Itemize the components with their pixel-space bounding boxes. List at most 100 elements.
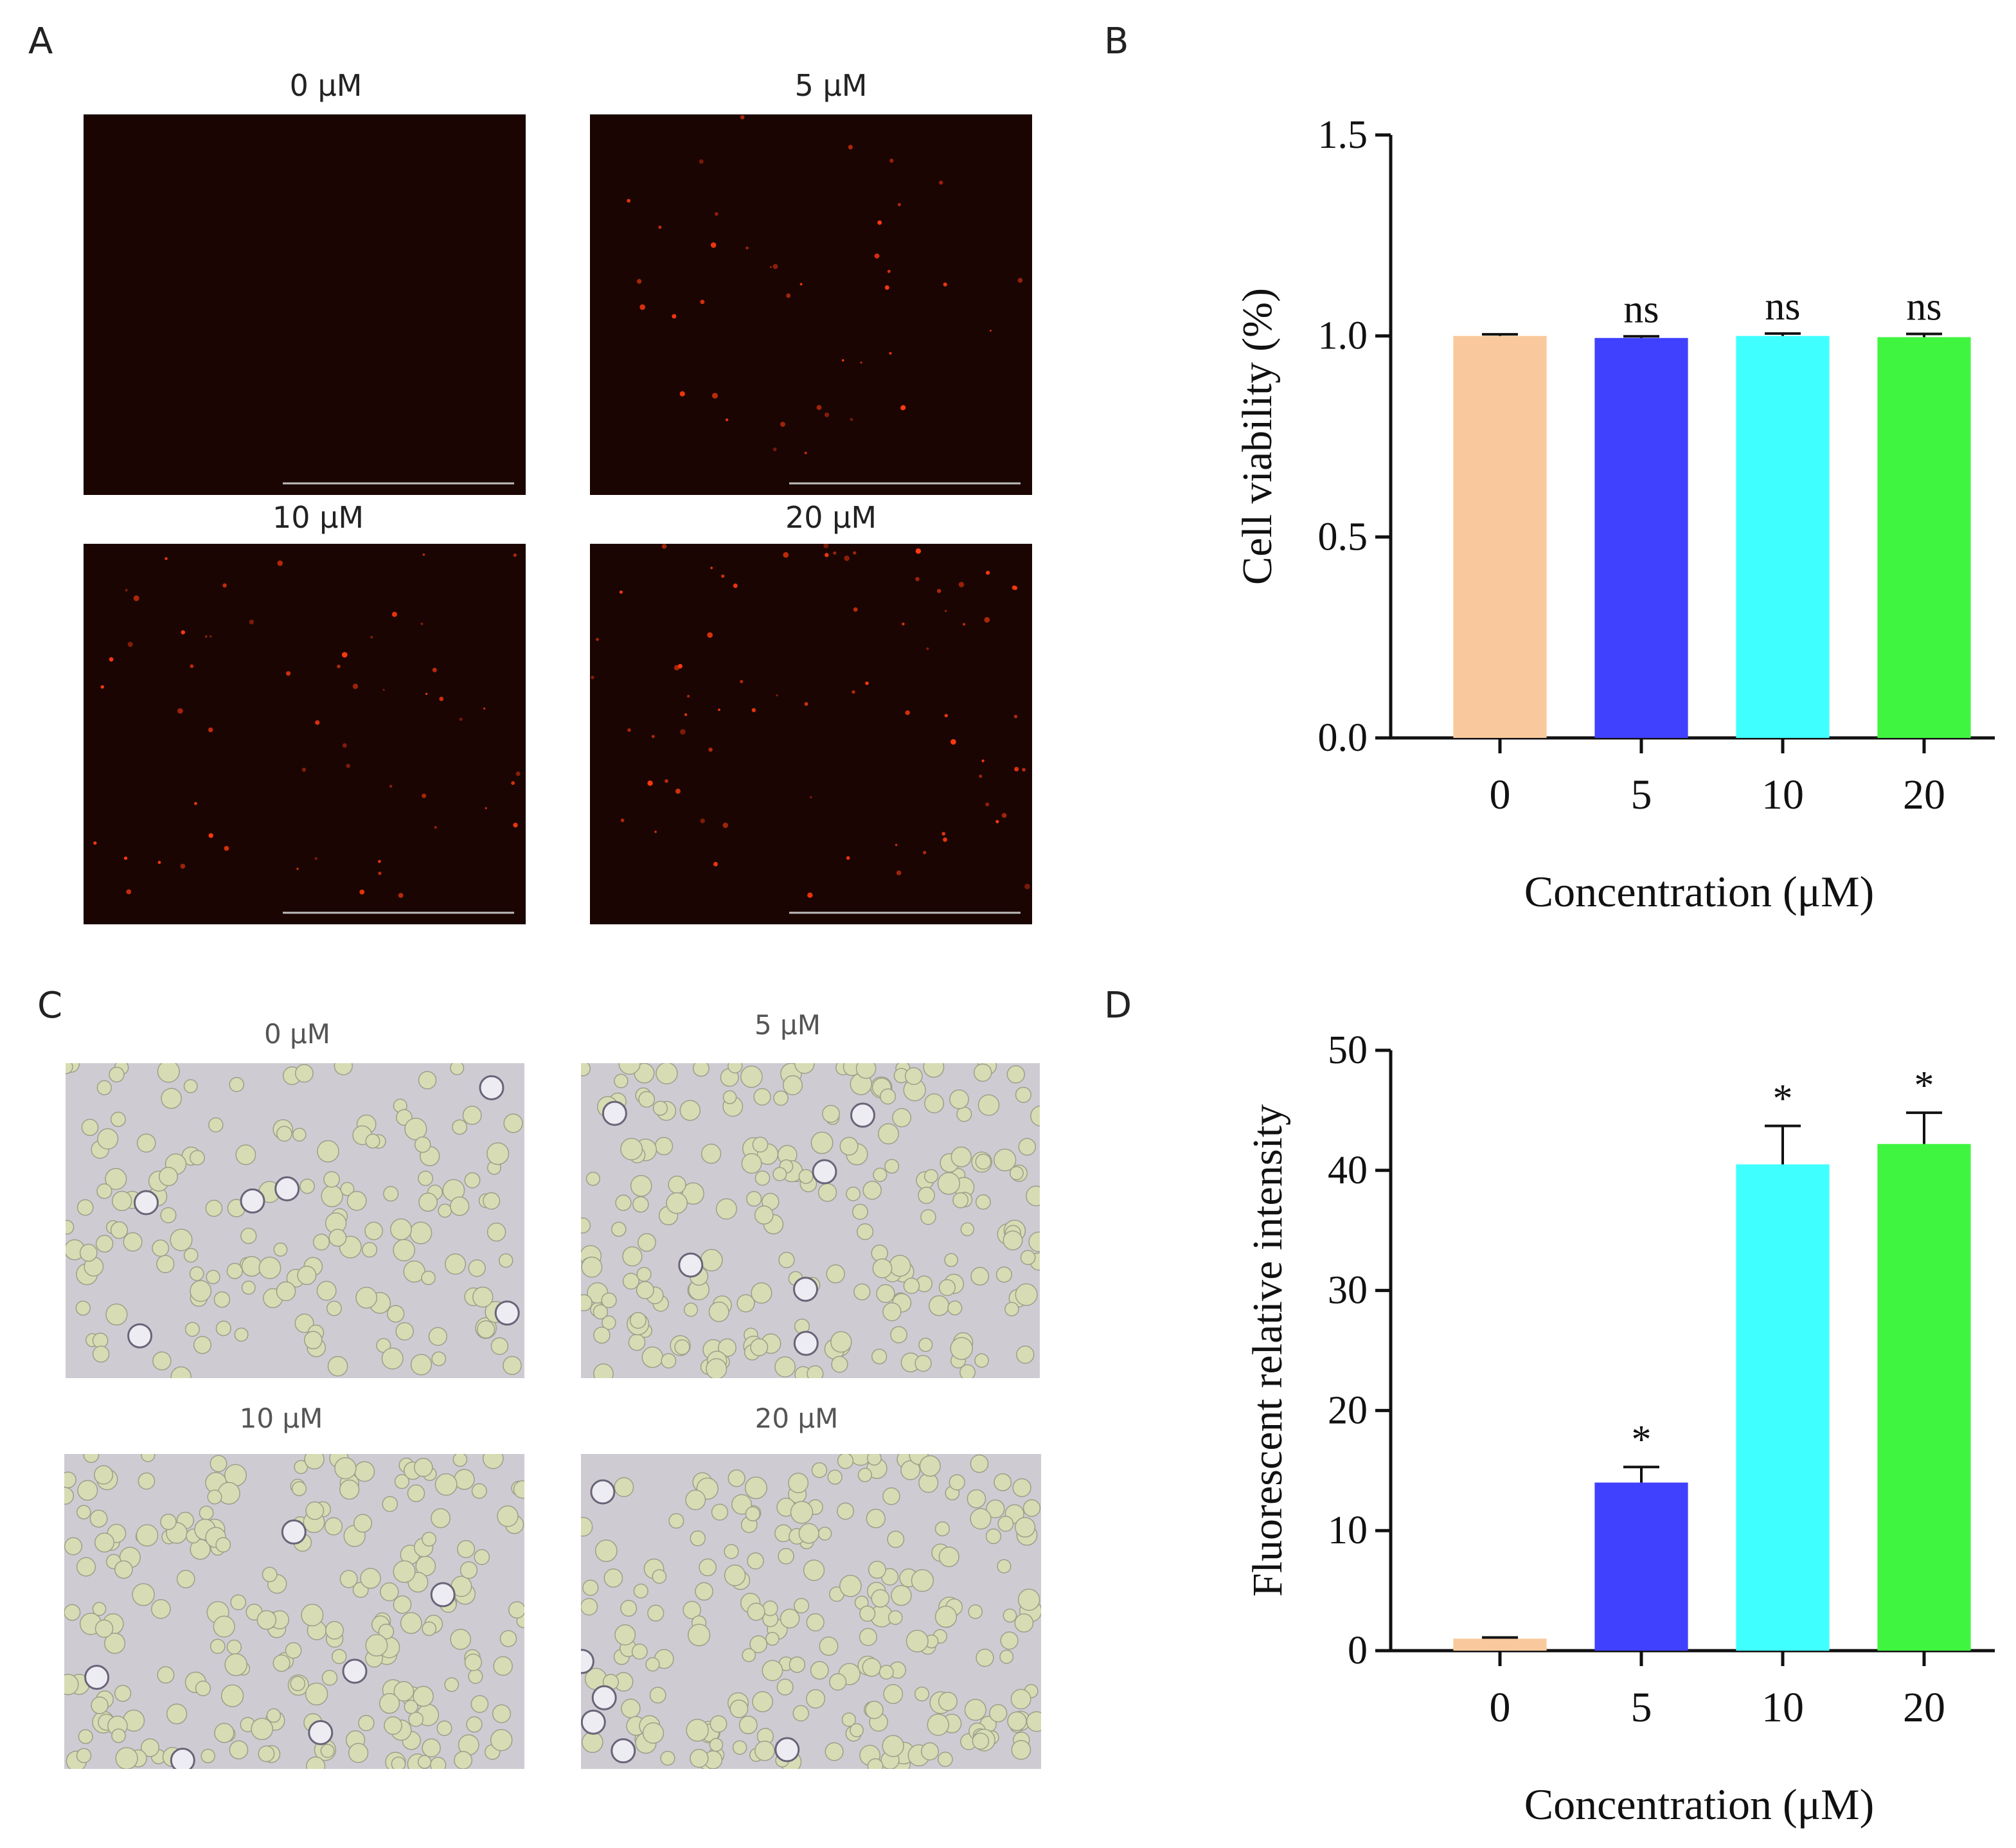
cell bbox=[492, 1704, 512, 1723]
cell bbox=[123, 1232, 143, 1252]
cell bbox=[660, 1750, 675, 1766]
fluor-title-5: 5 μM bbox=[794, 68, 868, 103]
cell bbox=[183, 1079, 198, 1093]
fluorescent-spot bbox=[772, 264, 778, 269]
cell bbox=[276, 1281, 296, 1302]
cell bbox=[715, 1198, 737, 1220]
fluorescence-image-0 bbox=[84, 114, 526, 495]
fluorescent-spot bbox=[665, 779, 668, 783]
cell bbox=[878, 1123, 899, 1145]
cell bbox=[452, 1119, 468, 1135]
fluorescent-spot bbox=[722, 822, 728, 829]
cell bbox=[1018, 1138, 1037, 1156]
large-cell bbox=[494, 1300, 520, 1326]
cell bbox=[365, 1634, 388, 1657]
cell bbox=[839, 1574, 862, 1597]
cell bbox=[1004, 1302, 1019, 1316]
fluorescent-spot bbox=[848, 145, 853, 150]
fluorescent-spot bbox=[352, 683, 359, 689]
cell bbox=[876, 1284, 895, 1304]
cell bbox=[810, 1661, 829, 1680]
cell bbox=[975, 1153, 992, 1170]
fluorescent-spot bbox=[675, 788, 681, 794]
cell bbox=[709, 1715, 727, 1733]
fluorescent-spot bbox=[127, 641, 133, 647]
cell bbox=[226, 1262, 243, 1279]
cell bbox=[450, 1629, 472, 1650]
fluorescent-spot bbox=[833, 551, 837, 555]
cell bbox=[189, 1150, 205, 1166]
cell bbox=[193, 1336, 212, 1354]
cell bbox=[747, 1602, 765, 1621]
fluorescent-spot bbox=[944, 713, 948, 717]
cell bbox=[622, 1273, 639, 1290]
fluorescent-spot bbox=[684, 713, 688, 716]
brightfield-image-20 bbox=[581, 1454, 1041, 1769]
cell bbox=[686, 1719, 709, 1742]
cell bbox=[638, 1091, 656, 1108]
fluorescent-spot bbox=[699, 159, 704, 164]
cell bbox=[920, 1209, 936, 1225]
cell bbox=[581, 1294, 593, 1312]
cell bbox=[210, 1455, 227, 1473]
cell bbox=[827, 1469, 843, 1485]
y-axis-label: Cell viability (%) bbox=[1234, 288, 1281, 585]
cell bbox=[918, 1187, 935, 1204]
cell bbox=[872, 1258, 893, 1278]
cell bbox=[418, 1171, 434, 1187]
cell bbox=[79, 1244, 98, 1262]
cell bbox=[454, 1751, 473, 1769]
fluorescent-spot bbox=[190, 664, 194, 668]
fluorescent-spot bbox=[700, 818, 705, 823]
cell bbox=[89, 1509, 108, 1528]
cell bbox=[160, 1207, 177, 1224]
fluorescent-spot bbox=[844, 555, 850, 561]
cell bbox=[674, 1339, 690, 1355]
fluorescent-spot bbox=[672, 314, 677, 319]
cell bbox=[887, 1530, 905, 1548]
brightfield-image-10 bbox=[64, 1454, 524, 1769]
fluorescent-spot bbox=[126, 889, 132, 895]
fluorescent-spot bbox=[905, 710, 910, 715]
large-cell bbox=[281, 1519, 307, 1545]
fluorescent-spot bbox=[943, 282, 947, 287]
cell bbox=[581, 1597, 598, 1616]
fluorescent-spot bbox=[596, 638, 599, 641]
chart-d-fluorescent-intensity: 0 10 20 30 40 50 0 * 5 * 10 * 20 Concentration (μM) Fl… bbox=[1244, 1028, 1995, 1829]
fluorescent-spot bbox=[420, 622, 424, 625]
cell bbox=[140, 1738, 160, 1757]
cell bbox=[776, 1678, 794, 1696]
bar-20 bbox=[1877, 1144, 1971, 1651]
panel-letter-b: B bbox=[1104, 21, 1129, 62]
bright-title-20: 20 μM bbox=[754, 1403, 839, 1434]
cell bbox=[132, 1583, 155, 1606]
bar-20 bbox=[1877, 337, 1971, 738]
fluorescent-spot bbox=[249, 620, 254, 625]
cell bbox=[740, 1065, 763, 1088]
cell bbox=[436, 1720, 452, 1736]
fluorescent-spot bbox=[165, 557, 168, 561]
cell bbox=[189, 1266, 204, 1281]
cell bbox=[778, 1251, 795, 1268]
cell bbox=[1009, 1166, 1024, 1181]
cell bbox=[91, 1696, 109, 1714]
fluorescent-spot bbox=[157, 861, 161, 865]
cell bbox=[109, 1066, 125, 1082]
cell bbox=[972, 1732, 990, 1750]
fluorescent-spot bbox=[725, 418, 729, 422]
cell bbox=[778, 1548, 794, 1565]
cell bbox=[395, 1322, 414, 1341]
cell bbox=[452, 1454, 468, 1467]
cell bbox=[158, 1167, 179, 1187]
cell bbox=[938, 1752, 953, 1767]
cell bbox=[927, 1713, 950, 1736]
cell bbox=[404, 1700, 418, 1714]
cell bbox=[692, 1063, 709, 1077]
cell bbox=[950, 1337, 973, 1360]
cell bbox=[408, 1711, 424, 1727]
fluorescent-spot bbox=[915, 548, 922, 554]
fluorescent-spot bbox=[786, 293, 791, 298]
y-tick-label: 10 bbox=[1328, 1509, 1368, 1552]
cell bbox=[305, 1501, 325, 1520]
cell bbox=[888, 1610, 903, 1625]
